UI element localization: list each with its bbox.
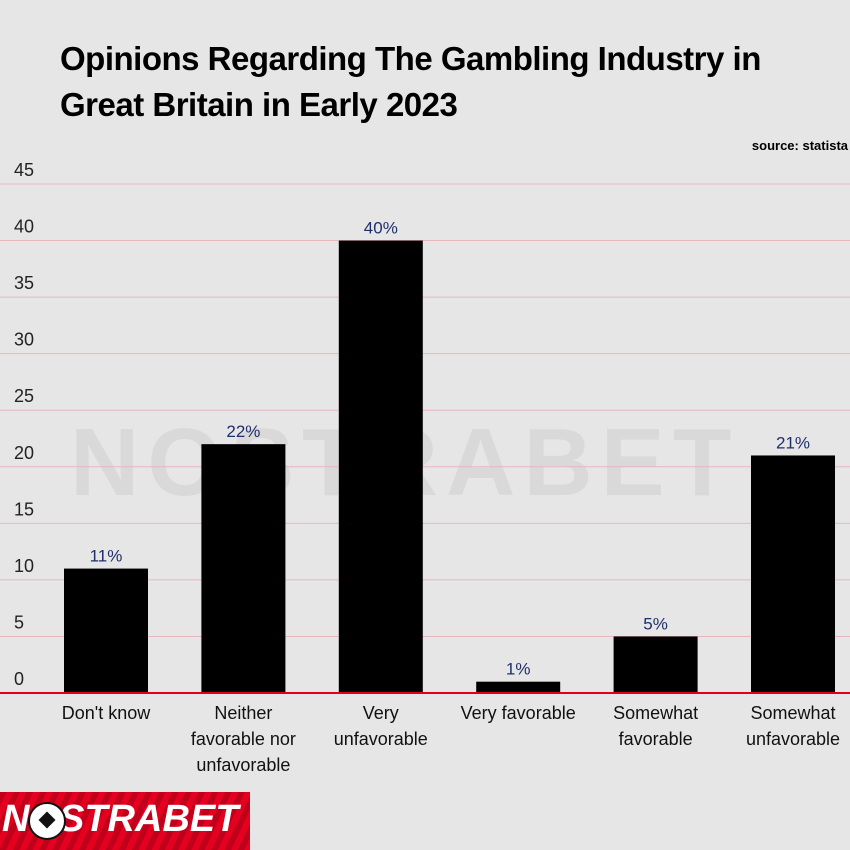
- y-tick-label: 30: [14, 330, 34, 350]
- x-tick-label: favorable: [619, 729, 693, 749]
- bar-value-label: 21%: [776, 433, 810, 452]
- y-tick-label: 20: [14, 443, 34, 463]
- bar-value-label: 40%: [364, 219, 398, 238]
- y-tick-label: 35: [14, 273, 34, 293]
- y-tick-label: 0: [14, 669, 24, 689]
- y-tick-label: 40: [14, 217, 34, 237]
- bar: [201, 444, 286, 693]
- y-tick-label: 15: [14, 499, 34, 519]
- bar-value-label: 22%: [226, 422, 260, 441]
- x-tick-label: Very: [363, 703, 399, 723]
- brand-logo: NOSTRABET: [0, 792, 250, 850]
- soccer-ball-icon: [28, 802, 66, 840]
- x-tick-label: Somewhat: [750, 703, 835, 723]
- bar-value-label: 1%: [506, 660, 531, 679]
- x-tick-label: Neither: [214, 703, 272, 723]
- bar: [338, 240, 423, 694]
- source-label: source: statista: [751, 138, 848, 153]
- x-tick-label: unfavorable: [746, 729, 840, 749]
- x-tick-label: Somewhat: [613, 703, 698, 723]
- bar: [751, 455, 835, 693]
- bar-chart: 0 5 10 15 20 25 30 35 40 45 11% Don't know 22% Neithe…: [0, 160, 850, 775]
- y-tick-label: 25: [14, 386, 34, 406]
- x-tick-label: Don't know: [62, 703, 151, 723]
- bar-value-label: 11%: [90, 547, 123, 566]
- bar: [613, 636, 698, 693]
- bar-value-label: 5%: [643, 614, 668, 633]
- bar: [476, 681, 561, 693]
- y-tick-label: 5: [14, 612, 24, 632]
- x-tick-label: unfavorable: [196, 755, 290, 775]
- chart-title: Opinions Regarding The Gambling Industry…: [60, 40, 761, 123]
- x-tick-label: unfavorable: [334, 729, 428, 749]
- x-tick-label: Very favorable: [461, 703, 576, 723]
- y-tick-label: 10: [14, 556, 34, 576]
- bar: [64, 568, 148, 693]
- x-tick-label: favorable nor: [191, 729, 296, 749]
- y-tick-label: 45: [14, 160, 34, 180]
